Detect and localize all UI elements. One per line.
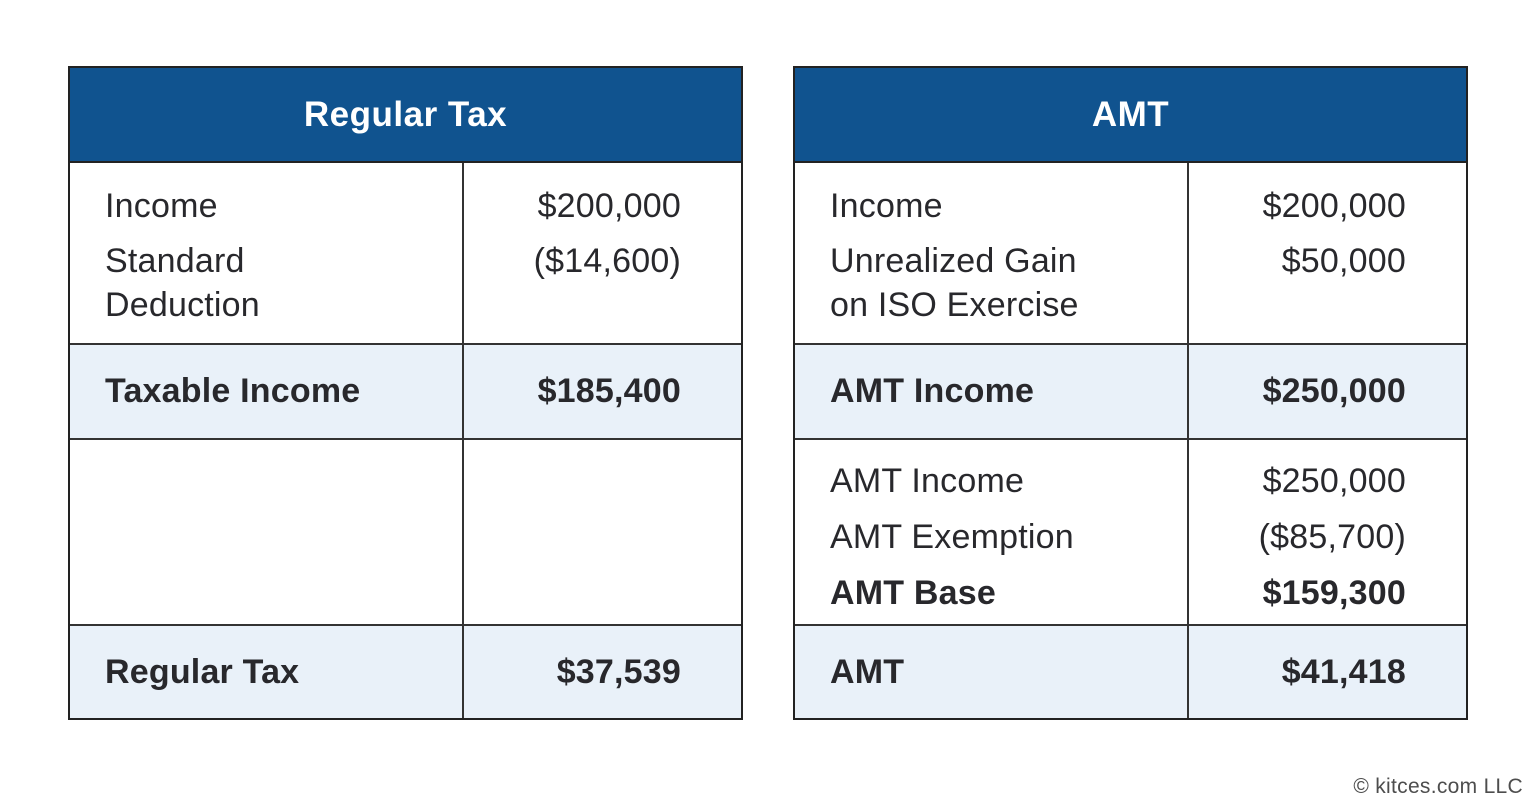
empty-cell: [464, 440, 741, 624]
row-value: $250,000: [1262, 462, 1406, 500]
row-label: AMT Exemption: [830, 518, 1074, 556]
total-value-cell: $37,539: [464, 626, 741, 718]
row-label: Standard Deduction: [105, 242, 260, 324]
row-value: $185,400: [537, 372, 681, 410]
row-value: $200,000: [1262, 187, 1406, 225]
row-value: $250,000: [1262, 372, 1406, 410]
row-value: $50,000: [1281, 242, 1406, 280]
table-row: AMT Income AMT Exemption AMT Base $250,0…: [795, 440, 1466, 626]
row-value: ($85,700): [1258, 518, 1406, 556]
subtotal-label-cell: Taxable Income: [70, 345, 464, 438]
table-row: [70, 440, 741, 626]
row-value: $41,418: [1281, 652, 1406, 691]
empty-cell: [70, 440, 464, 624]
table-row: Regular Tax $37,539: [70, 626, 741, 718]
subtotal-value-cell: $185,400: [464, 345, 741, 438]
row-label: AMT Income: [830, 462, 1025, 500]
table-title: Regular Tax: [303, 94, 508, 134]
row-value: $200,000: [537, 187, 681, 225]
row-label: AMT Base: [830, 574, 996, 612]
copyright-text: © kitces.com LLC: [1353, 775, 1523, 798]
row-value: ($14,600): [533, 242, 681, 280]
row-label: Income: [105, 187, 218, 225]
table-row: Income Standard Deduction $200,000 ($14,…: [70, 163, 741, 345]
table-row: Taxable Income $185,400: [70, 345, 741, 440]
detail-labels-cell: AMT Income AMT Exemption AMT Base: [795, 440, 1189, 624]
row-value: $159,300: [1262, 574, 1406, 612]
row-value: $37,539: [556, 652, 681, 691]
total-label-cell: AMT: [795, 626, 1189, 718]
row-label: Taxable Income: [105, 372, 361, 410]
row-label: Regular Tax: [105, 652, 300, 691]
row-label: AMT Income: [830, 372, 1035, 410]
input-values-cell: $200,000 ($14,600): [464, 163, 741, 343]
table-row: AMT Income $250,000: [795, 345, 1466, 440]
total-value-cell: $41,418: [1189, 626, 1466, 718]
subtotal-value-cell: $250,000: [1189, 345, 1466, 438]
regular-tax-table: Regular Tax Income Standard Deduction $2…: [68, 66, 743, 720]
amt-table: AMT Income Unrealized Gain on ISO Exerci…: [793, 66, 1468, 720]
input-values-cell: $200,000 $50,000: [1189, 163, 1466, 343]
input-labels-cell: Income Unrealized Gain on ISO Exercise: [795, 163, 1189, 343]
row-label: Unrealized Gain on ISO Exercise: [830, 242, 1079, 324]
detail-values-cell: $250,000 ($85,700) $159,300: [1189, 440, 1466, 624]
table-title: AMT: [1091, 94, 1170, 134]
table-row: AMT $41,418: [795, 626, 1466, 718]
row-label: AMT: [830, 652, 905, 691]
table-row: Income Unrealized Gain on ISO Exercise $…: [795, 163, 1466, 345]
input-labels-cell: Income Standard Deduction: [70, 163, 464, 343]
total-label-cell: Regular Tax: [70, 626, 464, 718]
row-label: Income: [830, 187, 943, 225]
regular-tax-table-header: Regular Tax: [70, 68, 741, 163]
amt-table-header: AMT: [795, 68, 1466, 163]
subtotal-label-cell: AMT Income: [795, 345, 1189, 438]
